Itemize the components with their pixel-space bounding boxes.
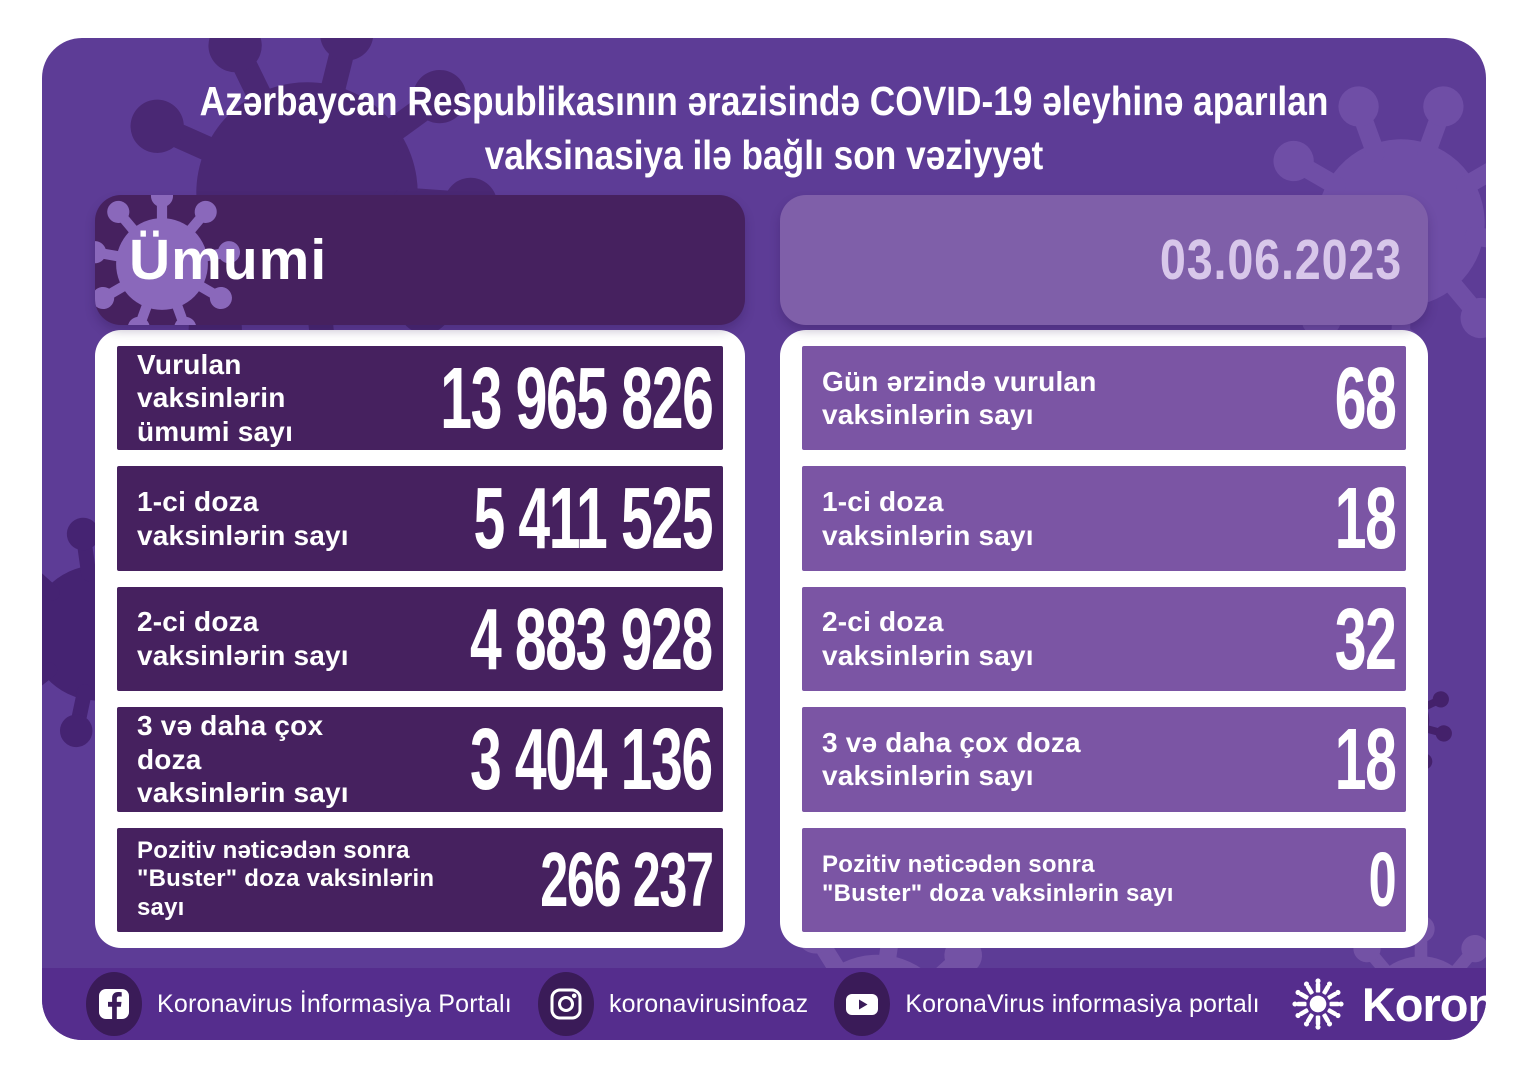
stat-label-line2: vaksinlərin sayı bbox=[822, 399, 1034, 431]
instagram-icon bbox=[537, 972, 594, 1036]
stat-value: 4 883 928 bbox=[470, 589, 713, 688]
date-header: 03.06.2023 bbox=[780, 195, 1428, 325]
stat-label-line1: 3 və daha çox doza bbox=[137, 710, 324, 775]
stat-label-line2: vaksinlərin sayı bbox=[137, 640, 349, 672]
stat-label-line2: vaksinlərin sayı bbox=[137, 519, 349, 551]
stat-label-line1: Pozitiv nəticədən sonra bbox=[822, 851, 1095, 879]
stat-value: 18 bbox=[1334, 469, 1396, 567]
stat-value: 266 237 bbox=[539, 836, 714, 923]
facebook-link[interactable]: Koronavirus İnformasiya Portalı bbox=[86, 972, 512, 1036]
page-title-line1: Azərbaycan Respublikasının ərazisində CO… bbox=[199, 78, 1329, 124]
stat-label-line2: ümumi sayı bbox=[137, 416, 294, 447]
stat-label-line2: vaksinlərin sayı bbox=[822, 519, 1034, 551]
stat-row-dose3plus-total: 3 və daha çox doza vaksinlərin sayı 3 40… bbox=[117, 707, 723, 812]
stat-label-line1: Pozitiv nəticədən sonra bbox=[137, 836, 410, 864]
stat-label: 1-ci doza vaksinlərin sayı bbox=[117, 485, 349, 552]
stat-value: 0 bbox=[1368, 836, 1396, 923]
stat-label-line1: Gün ərzində vurulan bbox=[822, 365, 1097, 397]
stat-label-line2: vaksinlərin sayı bbox=[137, 777, 349, 809]
date-label: 03.06.2023 bbox=[1159, 228, 1402, 292]
virus-logo-icon bbox=[1292, 978, 1344, 1030]
stat-label: 3 və daha çox doza vaksinlərin sayı bbox=[802, 726, 1081, 793]
infographic-card: Azərbaycan Respublikasının ərazisində CO… bbox=[42, 38, 1486, 1040]
stat-label-line2: vaksinlərin sayı bbox=[822, 760, 1034, 792]
stat-label-line1: 1-ci doza bbox=[137, 486, 259, 518]
brand-name: KoronaVirus bbox=[1361, 977, 1486, 1031]
footer-bar: Koronavirus İnformasiya Portalı koronavi… bbox=[42, 968, 1486, 1040]
stat-value: 13 965 826 bbox=[439, 348, 714, 447]
stat-row-booster-total: Pozitiv nəticədən sonra "Buster" doza va… bbox=[117, 827, 723, 933]
stat-label: 2-ci doza vaksinlərin sayı bbox=[802, 605, 1034, 672]
stat-label: Gün ərzində vurulan vaksinlərin sayı bbox=[802, 365, 1097, 432]
totals-header-label: Ümumi bbox=[129, 228, 328, 292]
stat-value: 68 bbox=[1334, 348, 1396, 447]
stat-label-line1: Vurulan vaksinlərin bbox=[137, 348, 286, 414]
stat-label: Vurulan vaksinlərin ümumi sayı bbox=[117, 348, 307, 449]
daily-panel: Gün ərzində vurulan vaksinlərin sayı 68 … bbox=[780, 330, 1428, 948]
daily-column: 03.06.2023 Gün ərzində vurulan vaksinlər… bbox=[780, 195, 1428, 948]
stat-label: 1-ci doza vaksinlərin sayı bbox=[802, 485, 1034, 552]
stat-row-dose2-total: 2-ci doza vaksinlərin sayı 4 883 928 bbox=[117, 586, 723, 692]
stat-row-dose1-daily: 1-ci doza vaksinlərin sayı 18 bbox=[802, 466, 1406, 571]
stat-value: 3 404 136 bbox=[470, 710, 713, 808]
stat-label: Pozitiv nəticədən sonra "Buster" doza va… bbox=[802, 851, 1174, 909]
facebook-label: Koronavirus İnformasiya Portalı bbox=[157, 989, 512, 1018]
stat-label-line2: "Buster" doza vaksinlərin sayı bbox=[137, 865, 435, 922]
stat-label-line2: "Buster" doza vaksinlərin sayı bbox=[822, 879, 1174, 907]
stat-label: 3 və daha çox doza vaksinlərin sayı bbox=[117, 709, 351, 810]
totals-header: Ümumi bbox=[95, 195, 745, 325]
stat-row-booster-daily: Pozitiv nəticədən sonra "Buster" doza va… bbox=[802, 827, 1406, 933]
stat-value: 5 411 525 bbox=[473, 469, 713, 567]
youtube-link[interactable]: KoronaVirus informasiya portalı bbox=[834, 972, 1260, 1036]
instagram-label: koronavirusinfoaz bbox=[608, 989, 809, 1018]
stat-value: 18 bbox=[1334, 710, 1396, 808]
stat-value: 32 bbox=[1334, 589, 1396, 688]
stat-row-daily-vaccines: Gün ərzində vurulan vaksinlərin sayı 68 bbox=[802, 346, 1406, 451]
stat-label-line2: vaksinlərin sayı bbox=[822, 640, 1034, 672]
stat-label-line1: 3 və daha çox doza bbox=[822, 726, 1081, 758]
totals-column: Ümumi Vurulan vaksinlərin ümumi sayı 13 … bbox=[95, 195, 745, 948]
page-title-line2: vaksinasiya ilə bağlı son vəziyyət bbox=[484, 132, 1044, 179]
totals-panel: Vurulan vaksinlərin ümumi sayı 13 965 82… bbox=[95, 330, 745, 948]
stat-label-line1: 2-ci doza bbox=[137, 606, 259, 638]
stat-row-total-vaccines: Vurulan vaksinlərin ümumi sayı 13 965 82… bbox=[117, 346, 723, 451]
stat-label-line1: 2-ci doza bbox=[822, 606, 944, 638]
stat-row-dose3plus-daily: 3 və daha çox doza vaksinlərin sayı 18 bbox=[802, 707, 1406, 812]
stat-label: 2-ci doza vaksinlərin sayı bbox=[117, 605, 349, 672]
stat-row-dose1-total: 1-ci doza vaksinlərin sayı 5 411 525 bbox=[117, 466, 723, 571]
page-title: Azərbaycan Respublikasının ərazisində CO… bbox=[143, 74, 1385, 182]
stat-label: Pozitiv nəticədən sonra "Buster" doza va… bbox=[117, 837, 454, 923]
youtube-icon bbox=[834, 972, 891, 1036]
facebook-icon bbox=[86, 972, 142, 1036]
instagram-link[interactable]: koronavirusinfoaz bbox=[537, 972, 809, 1036]
youtube-label: KoronaVirus informasiya portalı bbox=[905, 989, 1260, 1018]
stat-label-line1: 1-ci doza bbox=[822, 486, 944, 518]
stat-row-dose2-daily: 2-ci doza vaksinlərin sayı 32 bbox=[802, 586, 1406, 692]
